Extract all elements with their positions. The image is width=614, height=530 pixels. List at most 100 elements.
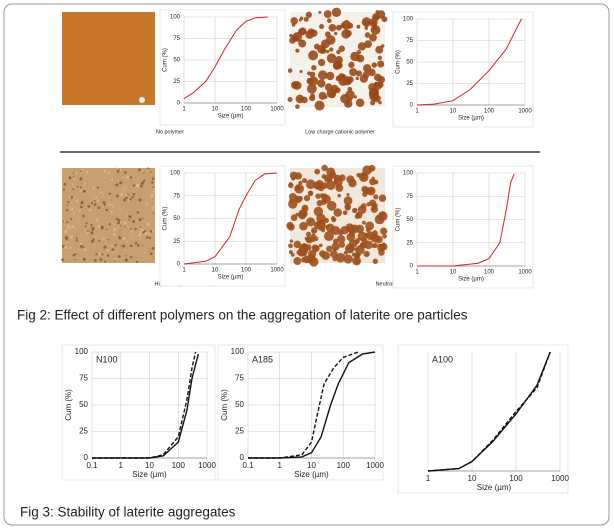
photo-label: Low charge cationic polymer	[305, 129, 375, 135]
speckle	[122, 176, 125, 179]
speckle	[95, 218, 99, 222]
speckle	[129, 244, 133, 247]
particle	[377, 55, 383, 60]
speckle	[72, 212, 76, 215]
speckle	[84, 225, 87, 228]
speckle	[113, 233, 117, 236]
particle	[304, 244, 312, 251]
x-tick-label: 1000	[518, 109, 532, 115]
y-tick-label: 25	[235, 427, 244, 436]
particle	[307, 236, 311, 240]
speckle	[93, 259, 97, 262]
speckle	[72, 253, 76, 257]
speckle	[126, 240, 129, 243]
x-tick-label: 100	[241, 268, 252, 274]
x-tick-label: 10	[307, 461, 316, 470]
speckle	[85, 222, 88, 225]
particle	[295, 48, 300, 53]
particle	[371, 176, 375, 180]
particle	[328, 91, 336, 99]
chart-frame	[392, 165, 534, 289]
y-tick-label: 25	[406, 240, 413, 246]
speckle	[63, 183, 67, 186]
speckle	[118, 235, 121, 238]
particle	[295, 212, 299, 217]
speckle	[135, 184, 139, 188]
speckle	[105, 208, 109, 212]
particle	[326, 53, 337, 64]
speckle	[67, 200, 70, 204]
x-tick-label: 0.1	[86, 461, 98, 470]
particle	[356, 172, 361, 178]
particle	[378, 243, 382, 248]
particle	[333, 208, 342, 217]
chart-frame	[159, 9, 286, 126]
spot	[139, 97, 145, 103]
x-tick-label: 0.1	[242, 461, 254, 470]
speckle	[97, 206, 101, 210]
particle	[303, 195, 311, 202]
speckle	[134, 227, 137, 231]
particle	[363, 64, 372, 73]
speckle	[67, 227, 70, 230]
photo	[62, 12, 155, 105]
x-tick-label: 1000	[518, 270, 532, 276]
x-tick-label: 100	[509, 474, 523, 483]
speckle	[130, 228, 133, 231]
particle	[309, 257, 319, 267]
particle	[329, 47, 334, 52]
speckle	[66, 204, 68, 206]
particle	[306, 217, 316, 227]
speckle	[111, 248, 115, 252]
speckle	[152, 186, 155, 189]
speckle	[95, 196, 98, 199]
y-tick-label: 50	[406, 60, 413, 66]
particle	[325, 224, 330, 229]
particle	[371, 243, 376, 248]
particle	[364, 40, 372, 48]
particle	[316, 219, 326, 229]
x-axis-label: Size (µm)	[458, 277, 484, 283]
speckle	[115, 257, 117, 260]
speckle	[71, 225, 74, 228]
particle	[347, 86, 353, 92]
speckle	[137, 209, 139, 212]
speckle	[110, 210, 113, 214]
particle	[346, 232, 356, 242]
speckle	[105, 228, 108, 231]
speckle	[152, 190, 156, 194]
particle	[349, 68, 358, 77]
speckle	[138, 233, 142, 237]
particle	[287, 223, 295, 231]
speckle	[99, 258, 103, 261]
speckle	[128, 226, 130, 228]
particle	[370, 100, 376, 106]
particle	[325, 35, 336, 45]
speckle	[116, 227, 119, 229]
speckle	[62, 220, 64, 222]
particle	[348, 246, 354, 253]
particle	[372, 13, 380, 21]
y-axis-label: Cum (%)	[396, 50, 402, 74]
particle	[336, 235, 346, 244]
speckle	[72, 207, 74, 210]
speckle	[75, 199, 79, 202]
particle	[318, 243, 323, 248]
particle	[288, 193, 297, 201]
speckle	[102, 237, 105, 240]
speckle	[122, 237, 126, 240]
speckle	[114, 243, 117, 247]
speckle	[73, 198, 76, 200]
particle	[375, 45, 384, 54]
speckle	[65, 208, 69, 212]
particle	[301, 256, 307, 263]
speckle	[68, 195, 72, 199]
particle	[292, 81, 302, 90]
speckle	[142, 217, 144, 220]
x-tick-label: 1000	[270, 107, 284, 113]
x-tick-label: 1	[119, 461, 124, 470]
particle	[345, 19, 349, 24]
line-series	[248, 351, 376, 459]
speckle	[102, 201, 106, 204]
